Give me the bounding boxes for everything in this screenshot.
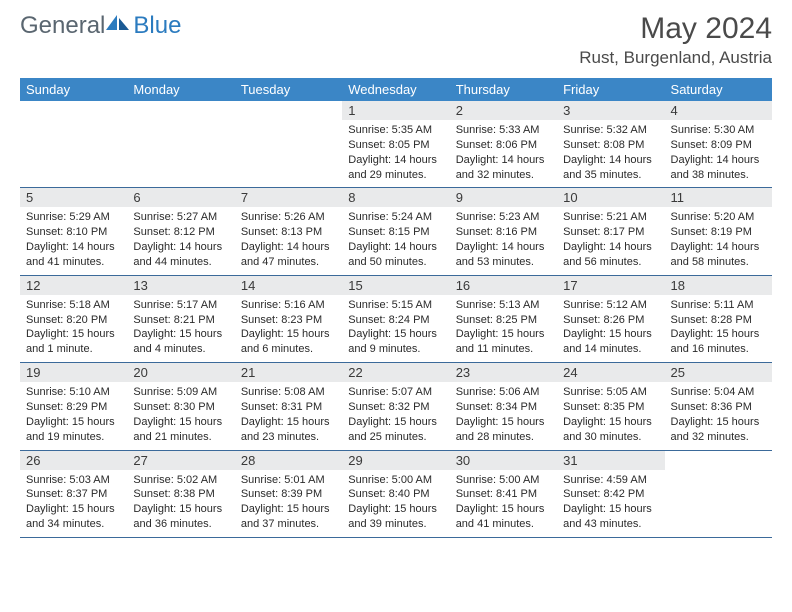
day-number-cell: 29	[342, 450, 449, 470]
day-content-cell: Sunrise: 5:01 AMSunset: 8:39 PMDaylight:…	[235, 470, 342, 538]
day-content-row: Sunrise: 5:03 AMSunset: 8:37 PMDaylight:…	[20, 470, 772, 538]
day-number-cell: 10	[557, 188, 664, 208]
day-content-cell: Sunrise: 5:13 AMSunset: 8:25 PMDaylight:…	[450, 295, 557, 363]
weekday-header: Monday	[127, 78, 234, 101]
day-content-cell: Sunrise: 5:29 AMSunset: 8:10 PMDaylight:…	[20, 207, 127, 275]
day-content-cell: Sunrise: 5:30 AMSunset: 8:09 PMDaylight:…	[665, 120, 772, 188]
day-number-cell: 14	[235, 275, 342, 295]
day-content-cell	[665, 470, 772, 538]
day-number-cell: 26	[20, 450, 127, 470]
day-content-cell: Sunrise: 5:00 AMSunset: 8:41 PMDaylight:…	[450, 470, 557, 538]
weekday-header: Sunday	[20, 78, 127, 101]
day-content-cell	[235, 120, 342, 188]
day-number-cell: 23	[450, 363, 557, 383]
day-number-cell	[127, 101, 234, 120]
day-number-cell	[235, 101, 342, 120]
day-content-cell: Sunrise: 5:16 AMSunset: 8:23 PMDaylight:…	[235, 295, 342, 363]
day-number-cell: 5	[20, 188, 127, 208]
day-number-cell: 15	[342, 275, 449, 295]
day-number-cell: 18	[665, 275, 772, 295]
day-number-cell: 2	[450, 101, 557, 120]
weekday-header: Thursday	[450, 78, 557, 101]
day-number-cell: 9	[450, 188, 557, 208]
weekday-header: Saturday	[665, 78, 772, 101]
day-content-row: Sunrise: 5:18 AMSunset: 8:20 PMDaylight:…	[20, 295, 772, 363]
day-number-cell: 6	[127, 188, 234, 208]
day-number-cell: 13	[127, 275, 234, 295]
day-content-cell: Sunrise: 5:09 AMSunset: 8:30 PMDaylight:…	[127, 382, 234, 450]
day-content-cell: Sunrise: 5:18 AMSunset: 8:20 PMDaylight:…	[20, 295, 127, 363]
day-content-cell: Sunrise: 5:12 AMSunset: 8:26 PMDaylight:…	[557, 295, 664, 363]
day-number-row: 1234	[20, 101, 772, 120]
logo-text-blue: Blue	[133, 12, 181, 40]
day-number-cell: 25	[665, 363, 772, 383]
day-number-cell: 7	[235, 188, 342, 208]
day-number-cell	[20, 101, 127, 120]
weekday-header: Tuesday	[235, 78, 342, 101]
day-number-cell: 16	[450, 275, 557, 295]
day-number-cell: 8	[342, 188, 449, 208]
day-number-row: 19202122232425	[20, 363, 772, 383]
day-content-cell: Sunrise: 5:24 AMSunset: 8:15 PMDaylight:…	[342, 207, 449, 275]
day-number-cell: 28	[235, 450, 342, 470]
day-number-cell: 11	[665, 188, 772, 208]
logo: General Blue	[20, 12, 181, 40]
day-content-cell: Sunrise: 5:32 AMSunset: 8:08 PMDaylight:…	[557, 120, 664, 188]
day-number-cell: 24	[557, 363, 664, 383]
day-number-cell: 3	[557, 101, 664, 120]
day-content-cell: Sunrise: 5:08 AMSunset: 8:31 PMDaylight:…	[235, 382, 342, 450]
day-number-cell: 12	[20, 275, 127, 295]
month-title: May 2024	[579, 12, 772, 46]
day-number-row: 12131415161718	[20, 275, 772, 295]
day-content-cell: Sunrise: 5:27 AMSunset: 8:12 PMDaylight:…	[127, 207, 234, 275]
day-content-cell: Sunrise: 5:20 AMSunset: 8:19 PMDaylight:…	[665, 207, 772, 275]
day-content-row: Sunrise: 5:29 AMSunset: 8:10 PMDaylight:…	[20, 207, 772, 275]
day-content-row: Sunrise: 5:35 AMSunset: 8:05 PMDaylight:…	[20, 120, 772, 188]
day-number-cell: 22	[342, 363, 449, 383]
day-number-cell: 4	[665, 101, 772, 120]
day-number-cell: 19	[20, 363, 127, 383]
location-text: Rust, Burgenland, Austria	[579, 48, 772, 68]
day-number-cell: 21	[235, 363, 342, 383]
day-content-cell: Sunrise: 4:59 AMSunset: 8:42 PMDaylight:…	[557, 470, 664, 538]
title-block: May 2024 Rust, Burgenland, Austria	[579, 12, 772, 68]
day-content-cell: Sunrise: 5:23 AMSunset: 8:16 PMDaylight:…	[450, 207, 557, 275]
day-number-cell	[665, 450, 772, 470]
day-content-cell: Sunrise: 5:15 AMSunset: 8:24 PMDaylight:…	[342, 295, 449, 363]
day-content-cell: Sunrise: 5:17 AMSunset: 8:21 PMDaylight:…	[127, 295, 234, 363]
day-content-row: Sunrise: 5:10 AMSunset: 8:29 PMDaylight:…	[20, 382, 772, 450]
logo-text-general: General	[20, 12, 105, 40]
day-content-cell: Sunrise: 5:10 AMSunset: 8:29 PMDaylight:…	[20, 382, 127, 450]
day-content-cell: Sunrise: 5:21 AMSunset: 8:17 PMDaylight:…	[557, 207, 664, 275]
day-content-cell: Sunrise: 5:11 AMSunset: 8:28 PMDaylight:…	[665, 295, 772, 363]
logo-sail-icon	[105, 13, 131, 31]
day-content-cell: Sunrise: 5:03 AMSunset: 8:37 PMDaylight:…	[20, 470, 127, 538]
weekday-header: Wednesday	[342, 78, 449, 101]
page-header: General Blue May 2024 Rust, Burgenland, …	[0, 0, 792, 72]
day-number-cell: 1	[342, 101, 449, 120]
day-number-cell: 27	[127, 450, 234, 470]
day-content-cell	[127, 120, 234, 188]
weekday-header-row: Sunday Monday Tuesday Wednesday Thursday…	[20, 78, 772, 101]
day-content-cell: Sunrise: 5:33 AMSunset: 8:06 PMDaylight:…	[450, 120, 557, 188]
day-content-cell: Sunrise: 5:06 AMSunset: 8:34 PMDaylight:…	[450, 382, 557, 450]
day-number-row: 262728293031	[20, 450, 772, 470]
day-number-row: 567891011	[20, 188, 772, 208]
day-content-cell: Sunrise: 5:04 AMSunset: 8:36 PMDaylight:…	[665, 382, 772, 450]
day-content-cell: Sunrise: 5:35 AMSunset: 8:05 PMDaylight:…	[342, 120, 449, 188]
day-content-cell: Sunrise: 5:07 AMSunset: 8:32 PMDaylight:…	[342, 382, 449, 450]
calendar-body: 1234Sunrise: 5:35 AMSunset: 8:05 PMDayli…	[20, 101, 772, 537]
day-content-cell	[20, 120, 127, 188]
day-number-cell: 30	[450, 450, 557, 470]
weekday-header: Friday	[557, 78, 664, 101]
day-content-cell: Sunrise: 5:02 AMSunset: 8:38 PMDaylight:…	[127, 470, 234, 538]
day-number-cell: 17	[557, 275, 664, 295]
calendar-table: Sunday Monday Tuesday Wednesday Thursday…	[20, 78, 772, 538]
day-number-cell: 20	[127, 363, 234, 383]
day-number-cell: 31	[557, 450, 664, 470]
day-content-cell: Sunrise: 5:26 AMSunset: 8:13 PMDaylight:…	[235, 207, 342, 275]
day-content-cell: Sunrise: 5:05 AMSunset: 8:35 PMDaylight:…	[557, 382, 664, 450]
day-content-cell: Sunrise: 5:00 AMSunset: 8:40 PMDaylight:…	[342, 470, 449, 538]
